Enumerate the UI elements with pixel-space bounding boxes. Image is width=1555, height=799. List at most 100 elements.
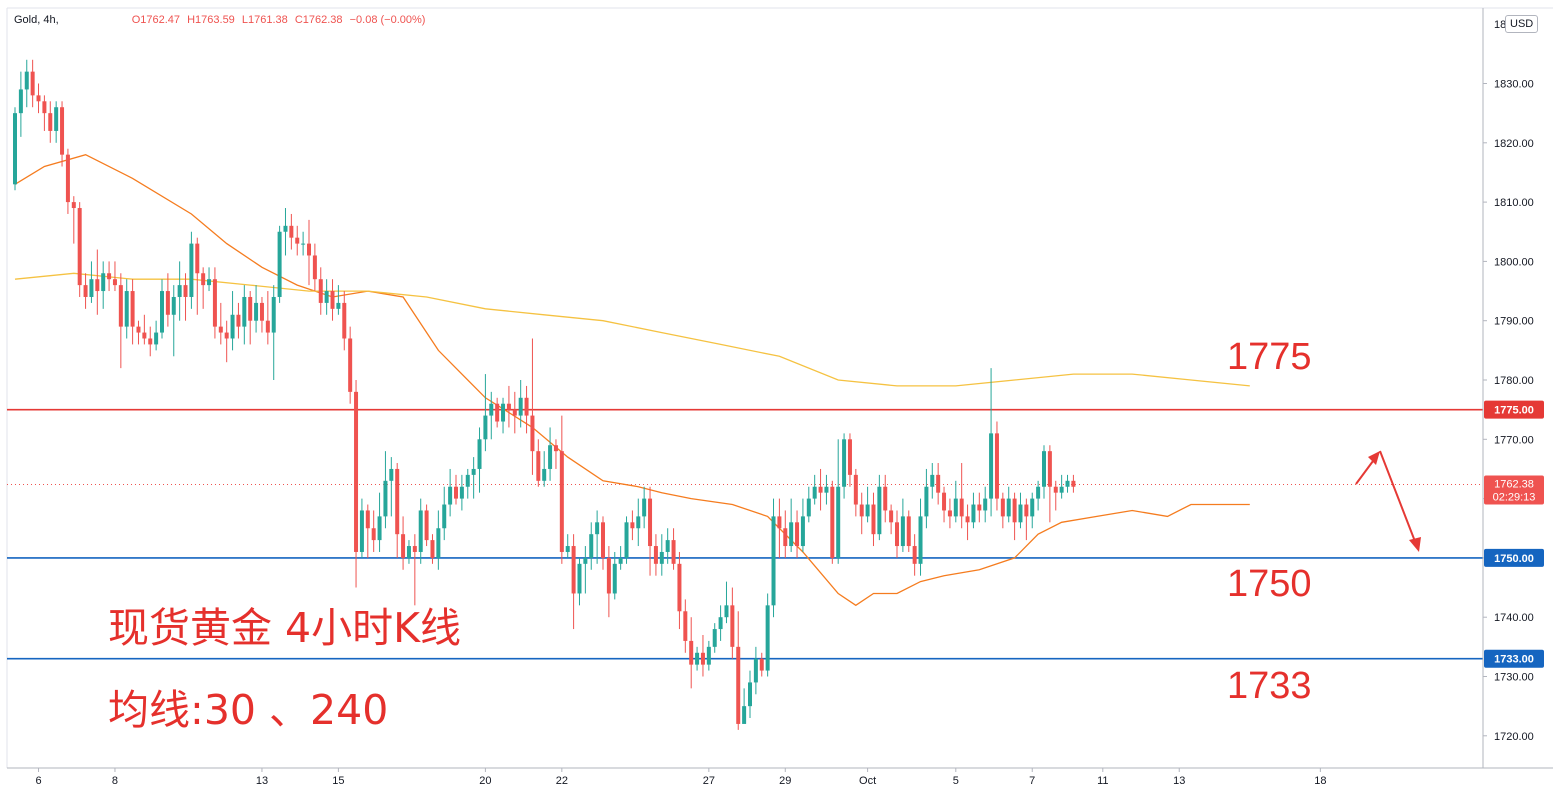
candle-body (1047, 451, 1052, 487)
candle-body (418, 510, 423, 552)
candle-body (965, 516, 970, 523)
candle-body (865, 504, 870, 517)
candle (742, 688, 747, 724)
candle (836, 439, 841, 564)
candle-body (24, 71, 29, 90)
candle (765, 593, 770, 677)
candle (289, 213, 294, 250)
legend-header: Gold, 4h, O1762.47 H1763.59 L1761.38 C17… (14, 14, 429, 26)
candle (695, 646, 700, 671)
candle-body (653, 546, 658, 564)
candle (689, 617, 694, 689)
close-value: C1762.38 (294, 14, 343, 26)
candle (706, 640, 711, 671)
candle-body (65, 154, 70, 203)
candle (983, 486, 988, 523)
candle (483, 374, 488, 452)
candle-body (742, 706, 747, 724)
candle (900, 498, 905, 552)
candle (930, 463, 935, 499)
candle-body (471, 468, 476, 475)
candle (65, 148, 70, 214)
candle-body (730, 605, 735, 647)
candle-body (101, 273, 106, 292)
candle (965, 504, 970, 541)
candle (183, 273, 188, 321)
ma-line-ma240 (14, 272, 1250, 387)
candle (389, 457, 394, 517)
time-tick-label: 5 (953, 775, 959, 787)
candle-body (442, 504, 447, 529)
candle (1071, 474, 1076, 493)
candle-body (489, 403, 494, 416)
candle (336, 285, 341, 315)
candle (606, 546, 611, 618)
candle (724, 581, 729, 624)
candle-body (112, 279, 117, 286)
candle-body (859, 504, 864, 517)
candle-body (947, 510, 952, 517)
price-axis[interactable]: 1720.001730.001740.001750.001760.001770.… (1482, 8, 1534, 768)
candle-body (959, 498, 964, 517)
candle (430, 534, 435, 564)
currency-button[interactable]: USD (1505, 15, 1539, 33)
price-tick-label: 1790.00 (1494, 316, 1534, 328)
candle (165, 273, 170, 327)
candle-body (389, 468, 394, 481)
candle (330, 279, 335, 321)
symbol-label[interactable]: Gold, 4h, (14, 14, 59, 26)
candle (712, 623, 717, 653)
forecast-arrows (1355, 450, 1421, 552)
candle (136, 320, 141, 345)
candle (218, 302, 223, 345)
candle-body (224, 332, 229, 339)
candle-body (759, 658, 764, 671)
candle-body (1042, 451, 1046, 487)
last-price-tag-label: 1762.38 (1494, 478, 1534, 490)
candle-body (895, 522, 899, 547)
candle (154, 320, 159, 351)
candle (677, 551, 682, 630)
candle-body (1006, 498, 1011, 517)
candle (177, 261, 182, 321)
candle-body (912, 546, 917, 564)
candle-body (818, 486, 823, 493)
candle-body (559, 451, 564, 552)
candle (148, 326, 153, 357)
candle (889, 504, 894, 535)
price-tick-label: 1830.00 (1494, 79, 1534, 91)
candles (13, 59, 1076, 730)
candle-body (953, 498, 958, 517)
candle-body (842, 439, 847, 487)
candle-body (95, 279, 100, 292)
candle (824, 474, 829, 505)
candle (877, 474, 882, 541)
candle-body (871, 504, 876, 535)
level-label-1750: 1750 (1227, 563, 1312, 605)
candle (95, 249, 100, 315)
candle (771, 498, 776, 618)
candle (671, 528, 676, 570)
candle (254, 285, 259, 333)
candle (248, 291, 253, 345)
candle (589, 522, 594, 570)
candle-body (259, 302, 264, 321)
candle-body (277, 231, 282, 297)
candle-body (918, 516, 923, 564)
candle (377, 492, 382, 552)
time-axis[interactable]: 6 8 13 15 20 22 27 29 Oct 5 7 11 13 18 (7, 767, 1553, 787)
candle-body (359, 510, 364, 552)
candle (942, 486, 947, 523)
candle-body (189, 243, 194, 297)
candle (160, 279, 164, 339)
candle-body (107, 273, 112, 280)
candle-body (336, 302, 341, 309)
candle (1012, 492, 1017, 541)
candle (448, 468, 453, 517)
candle-body (630, 522, 635, 529)
candle (630, 510, 635, 541)
candle (536, 439, 541, 487)
candle-body (595, 522, 600, 535)
candle-body (536, 451, 541, 481)
candle (301, 231, 306, 256)
